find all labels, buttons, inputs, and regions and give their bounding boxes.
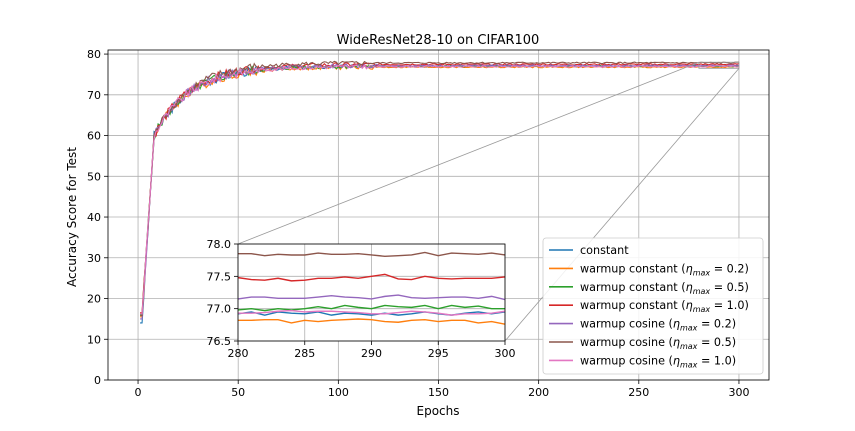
- zoom-connector-line: [237, 61, 700, 245]
- inset-series-line: [237, 304, 505, 312]
- legend-eta-value: 0.2: [727, 262, 745, 275]
- legend-label: warmup cosine (ηmax = 1.0): [580, 354, 736, 369]
- inset-x-tick-label: 280: [228, 347, 249, 360]
- inset-x-tick-label: 290: [361, 347, 382, 360]
- y-axis-label: Accuracy Score for Test: [65, 147, 79, 287]
- main-series-group: [140, 60, 740, 324]
- legend-label-text: constant: [580, 244, 629, 257]
- y-tick-label: 20: [87, 293, 101, 306]
- chart-title: WideResNet28-10 on CIFAR100: [337, 33, 540, 48]
- inset-y-tick-label: 77.0: [207, 303, 232, 316]
- inset-frame: [237, 243, 506, 342]
- legend-eta-value: 0.5: [727, 281, 745, 294]
- y-tick-label: 30: [87, 252, 101, 265]
- y-tick-label: 70: [87, 89, 101, 102]
- inset-x-tick-label: 295: [428, 347, 449, 360]
- y-tick-label: 60: [87, 130, 101, 143]
- y-tick-label: 10: [87, 333, 101, 346]
- inset-y-tick-label: 78.0: [207, 238, 232, 251]
- inset-series-line: [238, 309, 506, 316]
- inset-y-tick-label: 77.5: [207, 270, 232, 283]
- x-tick-label: 100: [328, 386, 349, 399]
- legend-label: warmup cosine (ηmax = 0.2): [580, 318, 736, 333]
- series-line: [140, 64, 740, 318]
- y-tick-label: 0: [94, 374, 101, 387]
- y-tick-label: 40: [87, 211, 101, 224]
- x-tick-label: 50: [231, 386, 245, 399]
- legend-label-text: warmup cosine (: [580, 336, 673, 349]
- series-line: [140, 62, 740, 314]
- legend-label-text: warmup constant (: [580, 262, 686, 275]
- inset-series-line: [238, 318, 506, 325]
- legend-label: warmup constant (ηmax = 0.2): [580, 262, 749, 277]
- legend-label: warmup cosine (ηmax = 0.5): [580, 336, 736, 351]
- legend-label-text: warmup cosine (: [580, 354, 673, 367]
- y-tick-label: 80: [87, 48, 101, 61]
- inset-y-tick-label: 76.5: [207, 335, 232, 348]
- x-tick-label: 250: [628, 386, 649, 399]
- inset-series-line: [238, 251, 506, 257]
- legend-label: warmup constant (ηmax = 1.0): [580, 299, 749, 314]
- legend-eta-value: 1.0: [714, 354, 732, 367]
- legend-label: constant: [580, 244, 629, 257]
- x-tick-label: 300: [728, 386, 749, 399]
- legend-eta-value: 1.0: [727, 299, 745, 312]
- legend-eta-value: 0.2: [714, 318, 732, 331]
- main-axes-frame: [107, 49, 770, 381]
- legend-label-text: warmup cosine (: [580, 318, 673, 331]
- series-line: [140, 63, 740, 320]
- inset-series-line: [237, 294, 506, 301]
- legend-eta-value: 0.5: [714, 336, 732, 349]
- inset-x-tick-label: 300: [495, 347, 516, 360]
- series-line: [140, 64, 740, 315]
- x-tick-label: 200: [528, 386, 549, 399]
- legend-label-text: warmup constant (: [580, 281, 686, 294]
- inset-x-tick-label: 285: [294, 347, 315, 360]
- inset-series-line: [237, 273, 506, 282]
- zoom-region: [698, 61, 740, 69]
- x-axis-label: Epochs: [417, 404, 460, 418]
- legend-label-text: warmup constant (: [580, 299, 686, 312]
- legend-label: warmup constant (ηmax = 0.5): [580, 281, 749, 296]
- x-tick-label: 0: [135, 386, 142, 399]
- x-tick-label: 150: [428, 386, 449, 399]
- inset-plot: 280 285 290 295 300 76.5 77.0 77.5 78.0: [207, 238, 516, 360]
- main-axes: 0 50 100 150 200 250 300 0 10 20 30 40 50 60 70 80: [87, 48, 770, 399]
- legend-box: [542, 237, 764, 375]
- y-tick-label: 50: [87, 170, 101, 183]
